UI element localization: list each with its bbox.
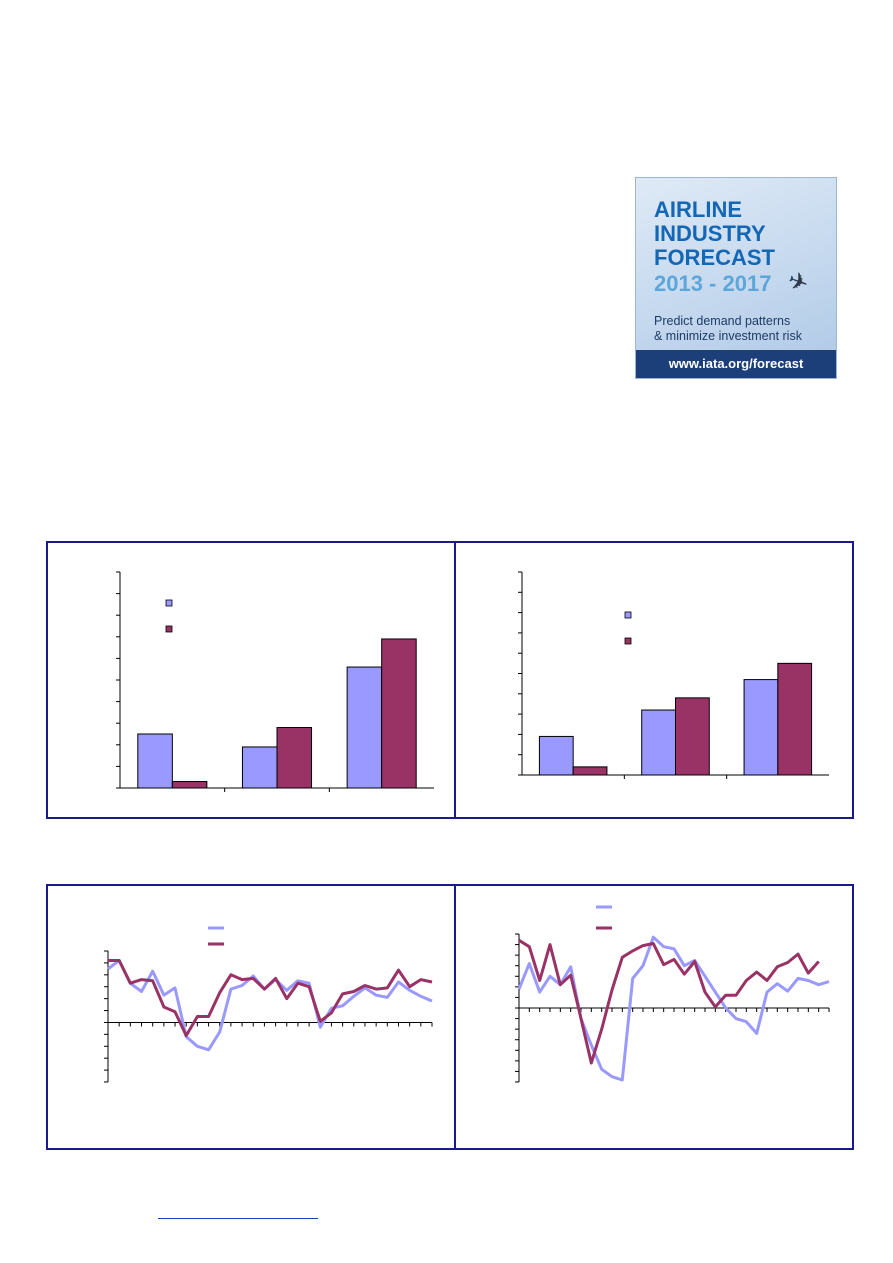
bar bbox=[381, 638, 417, 789]
line-chart-left bbox=[104, 926, 433, 1083]
panel-divider bbox=[454, 886, 456, 1148]
bar bbox=[137, 733, 173, 789]
series-line bbox=[108, 959, 433, 1038]
legend-swatch bbox=[165, 625, 173, 633]
ad-url-link[interactable]: www.iata.org/forecast bbox=[636, 350, 836, 378]
bar-charts-panel bbox=[46, 541, 854, 819]
line-charts-panel bbox=[46, 884, 854, 1150]
bar bbox=[743, 679, 779, 776]
bar bbox=[675, 697, 710, 776]
bar bbox=[572, 766, 608, 776]
footer-link-underline[interactable] bbox=[158, 1218, 318, 1219]
bar-chart-right bbox=[518, 571, 829, 779]
series-line bbox=[107, 959, 433, 1052]
legend-swatch bbox=[165, 599, 173, 607]
ad-subtitle: Predict demand patterns & minimize inves… bbox=[654, 314, 802, 343]
ad-title: AIRLINE INDUSTRY FORECAST bbox=[654, 197, 775, 270]
airline-forecast-ad[interactable]: AIRLINE INDUSTRY FORECAST 2013 - 2017 ✈ … bbox=[636, 178, 836, 378]
legend-swatch bbox=[624, 637, 632, 645]
bar bbox=[276, 727, 313, 789]
ad-years: 2013 - 2017 bbox=[654, 271, 772, 296]
bar bbox=[346, 666, 383, 789]
airplane-icon: ✈ bbox=[783, 266, 813, 299]
bar bbox=[538, 735, 574, 776]
legend-swatch bbox=[624, 611, 632, 619]
panel-divider bbox=[454, 543, 456, 817]
bar bbox=[777, 662, 813, 776]
bar bbox=[641, 709, 676, 776]
bar-chart-left bbox=[116, 571, 434, 792]
bar bbox=[241, 746, 278, 789]
series-line bbox=[518, 939, 820, 1065]
line-chart-right bbox=[515, 905, 830, 1083]
bar bbox=[171, 781, 208, 789]
series-line bbox=[517, 935, 830, 1082]
